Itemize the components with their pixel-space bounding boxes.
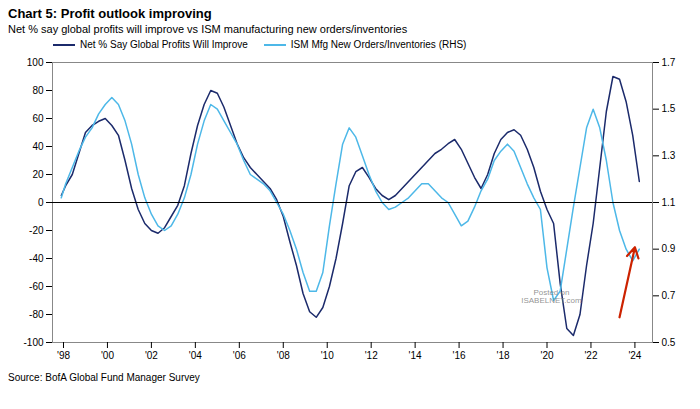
svg-text:0: 0	[38, 197, 44, 208]
svg-text:1.5: 1.5	[662, 103, 676, 114]
svg-text:'02: '02	[145, 350, 158, 361]
svg-text:'18: '18	[497, 350, 510, 361]
svg-text:'12: '12	[365, 350, 378, 361]
svg-text:-80: -80	[29, 309, 44, 320]
svg-text:60: 60	[32, 113, 44, 124]
svg-text:0.7: 0.7	[662, 290, 676, 301]
svg-text:20: 20	[32, 169, 44, 180]
svg-text:'20: '20	[540, 350, 553, 361]
svg-text:1.3: 1.3	[662, 150, 676, 161]
svg-text:'22: '22	[584, 350, 597, 361]
svg-text:'98: '98	[57, 350, 70, 361]
svg-text:Posted onISABELNET.com: Posted onISABELNET.com	[521, 288, 582, 305]
svg-text:'10: '10	[321, 350, 334, 361]
svg-text:-40: -40	[29, 253, 44, 264]
svg-text:0.5: 0.5	[662, 337, 676, 348]
svg-text:-20: -20	[29, 225, 44, 236]
svg-text:100: 100	[27, 57, 44, 68]
svg-text:'04: '04	[189, 350, 202, 361]
svg-text:'06: '06	[233, 350, 246, 361]
svg-text:'16: '16	[453, 350, 466, 361]
html-text:ISM Mfg New Orders/Inventories: ISM Mfg New Orders/Inventories (RHS)	[290, 39, 467, 50]
svg-text:'00: '00	[101, 350, 114, 361]
html-text:Chart 5: Profit outlook improv: Chart 5: Profit outlook improving	[8, 6, 212, 21]
svg-text:'14: '14	[409, 350, 422, 361]
svg-text:1.1: 1.1	[662, 197, 676, 208]
svg-text:'24: '24	[628, 350, 641, 361]
svg-text:80: 80	[32, 85, 44, 96]
svg-text:-100: -100	[23, 337, 43, 348]
html-text:Net % Say Global Profits Will: Net % Say Global Profits Will Improve	[80, 39, 248, 50]
svg-text:1.7: 1.7	[662, 57, 676, 68]
svg-text:'08: '08	[277, 350, 290, 361]
html-text:Net % say global profits will: Net % say global profits will improve vs…	[8, 23, 408, 35]
svg-text:-60: -60	[29, 281, 44, 292]
html-text:Source: BofA Global Fund Manag: Source: BofA Global Fund Manager Survey	[8, 372, 200, 383]
svg-text:0.9: 0.9	[662, 243, 676, 254]
svg-text:40: 40	[32, 141, 44, 152]
